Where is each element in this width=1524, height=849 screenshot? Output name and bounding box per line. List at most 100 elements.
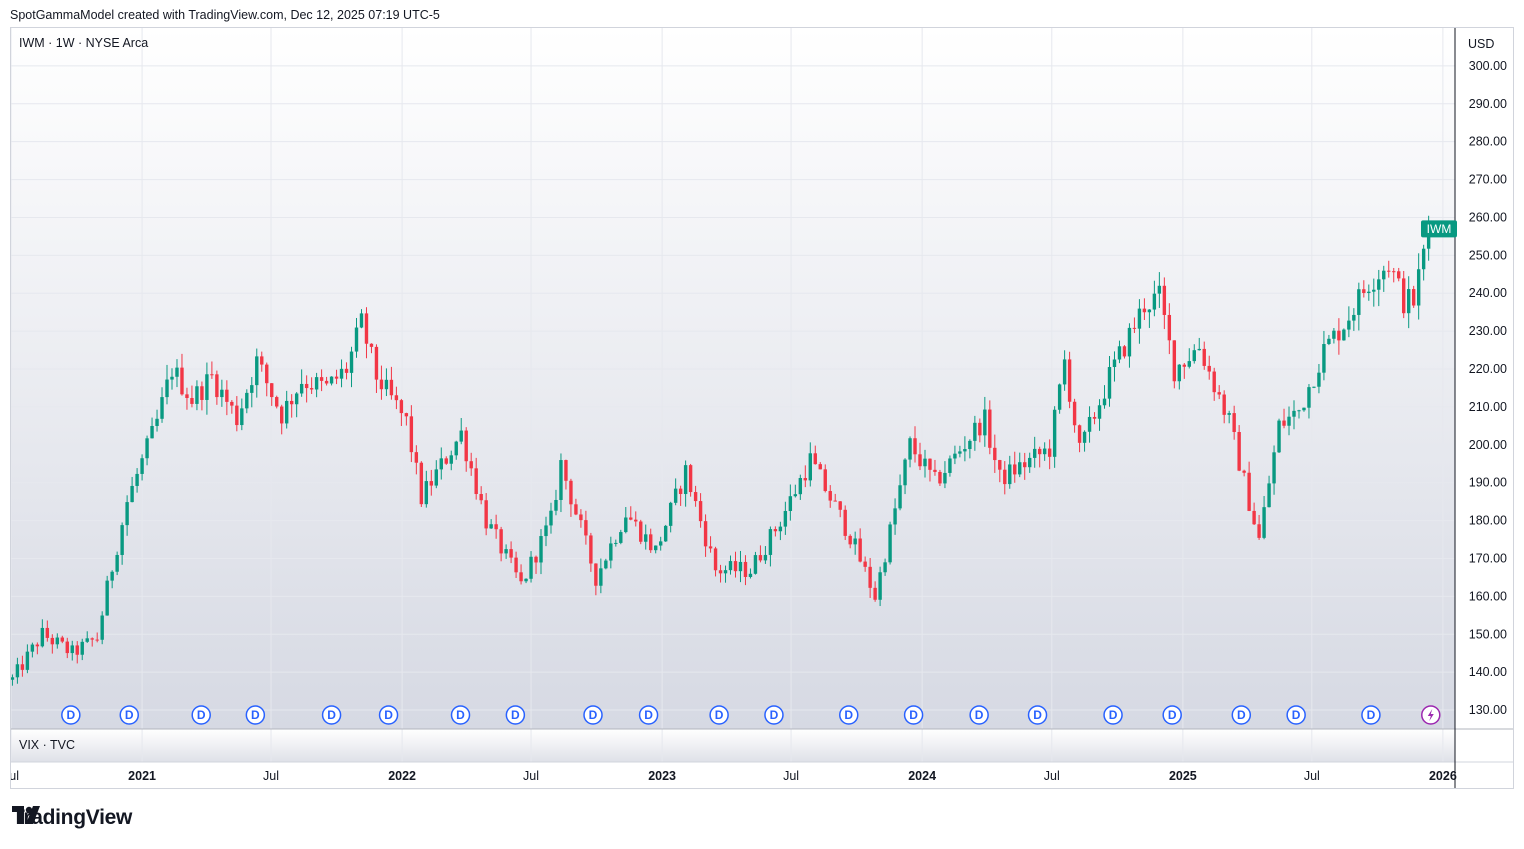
candle-body: [589, 535, 593, 564]
sub-symbol-label[interactable]: VIX · TVC: [19, 738, 75, 752]
candle: [1387, 260, 1391, 278]
candle-body: [349, 351, 354, 373]
candle: [788, 484, 793, 521]
dividend-marker[interactable]: D: [1162, 705, 1182, 725]
candle: [863, 556, 867, 572]
dividend-marker[interactable]: D: [191, 705, 211, 725]
tradingview-brand[interactable]: TradingView: [12, 806, 132, 830]
dividend-marker[interactable]: D: [1027, 705, 1048, 725]
candle-body: [504, 549, 508, 554]
candle: [494, 514, 498, 539]
candle-body: [155, 418, 159, 426]
candle-body: [45, 627, 50, 638]
candle: [499, 526, 503, 562]
candle-body: [1302, 407, 1306, 411]
candle: [170, 368, 174, 390]
candle: [743, 555, 748, 586]
candle: [668, 501, 673, 533]
candle-body: [963, 449, 967, 452]
candle: [803, 465, 808, 488]
candle: [693, 485, 698, 507]
candle-body: [414, 452, 419, 463]
price-axis[interactable]: 130.00 140.00 150.00 160.00 170.00 180.00 190.…: [1469, 59, 1507, 717]
dividend-marker[interactable]: D: [583, 705, 603, 725]
candle-body: [693, 492, 698, 502]
dividend-marker[interactable]: D: [1231, 705, 1252, 725]
dividend-marker[interactable]: D: [709, 705, 729, 725]
dividend-marker[interactable]: D: [839, 705, 859, 725]
dividend-marker[interactable]: D: [903, 705, 924, 725]
dividend-glyph: D: [384, 708, 393, 722]
candle: [394, 386, 399, 410]
candle-body: [723, 570, 728, 574]
last-price-badge-label: IWM: [1427, 222, 1452, 236]
candle-body: [195, 386, 199, 404]
dividend-glyph: D: [67, 708, 76, 722]
time-axis[interactable]: Jul 2021 Jul 2022 Jul 2023 Jul 2024 Jul 2025 Jul 20…: [11, 769, 1457, 783]
candle-body: [708, 546, 713, 549]
candle-body: [978, 422, 982, 436]
dividend-marker[interactable]: D: [321, 705, 342, 725]
candle-body: [250, 385, 254, 393]
candle: [833, 493, 837, 502]
candle-body: [738, 561, 743, 572]
time-tick-label: Jul: [523, 769, 539, 783]
candle: [289, 394, 294, 418]
candle: [1142, 298, 1147, 321]
candle: [100, 611, 104, 645]
candle-body: [439, 458, 443, 470]
candle: [663, 524, 668, 542]
candle-body: [1087, 416, 1092, 432]
candle: [958, 445, 962, 458]
candle: [1162, 277, 1167, 330]
dividend-marker[interactable]: D: [505, 705, 526, 725]
candle-body: [1377, 279, 1381, 290]
dividend-marker[interactable]: D: [1286, 705, 1306, 725]
candle: [11, 674, 15, 686]
candle-body: [1397, 271, 1401, 279]
price-tick-label: 250.00: [1469, 248, 1507, 262]
candle: [733, 551, 738, 578]
price-chart[interactable]: D D D D D D D D D D D D D D D D D D D D D 130.00 140.00 150.00…: [11, 28, 1514, 789]
candle-body: [1042, 448, 1047, 455]
event-marker[interactable]: [1421, 705, 1441, 725]
candle-body: [654, 545, 658, 551]
candle-body: [1347, 320, 1351, 330]
candle-body: [524, 578, 528, 582]
dividend-marker[interactable]: D: [378, 705, 399, 725]
candle: [718, 564, 723, 583]
dividend-marker[interactable]: D: [245, 705, 266, 725]
main-symbol-label[interactable]: IWM · 1W · NYSE Arca: [19, 36, 148, 50]
dividend-marker[interactable]: D: [61, 705, 81, 725]
candle: [778, 521, 783, 541]
candle: [150, 417, 154, 439]
candle-body: [494, 524, 498, 530]
candle: [1052, 406, 1057, 468]
candle-body: [1332, 330, 1336, 339]
candle: [524, 578, 528, 584]
candle: [614, 539, 618, 547]
candle: [1202, 341, 1206, 370]
dividend-marker[interactable]: D: [969, 705, 989, 725]
candle-body: [559, 460, 563, 500]
currency-label[interactable]: USD: [1468, 37, 1494, 51]
candle-body: [319, 377, 324, 381]
dividend-marker[interactable]: D: [764, 705, 784, 725]
dividend-marker[interactable]: D: [1361, 705, 1381, 725]
chart-frame[interactable]: D D D D D D D D D D D D D D D D D D D D D 130.00 140.00 150.00…: [10, 27, 1514, 789]
candle: [1402, 270, 1406, 319]
chart-caption: SpotGammaModel created with TradingView.…: [10, 8, 440, 22]
dividend-marker[interactable]: D: [119, 705, 140, 725]
candle-body: [120, 525, 124, 555]
price-tick-label: 270.00: [1469, 173, 1507, 187]
dividend-marker[interactable]: D: [450, 705, 471, 725]
time-tick-label: 2026: [1429, 769, 1457, 783]
dividend-marker[interactable]: D: [638, 705, 659, 725]
candle-body: [519, 572, 523, 582]
candle-body: [379, 379, 384, 390]
time-tick-label: Jul: [1044, 769, 1060, 783]
dividend-marker[interactable]: D: [1103, 705, 1123, 725]
candle-body: [888, 524, 892, 563]
candle: [1067, 351, 1072, 409]
candle-body: [1232, 413, 1236, 433]
